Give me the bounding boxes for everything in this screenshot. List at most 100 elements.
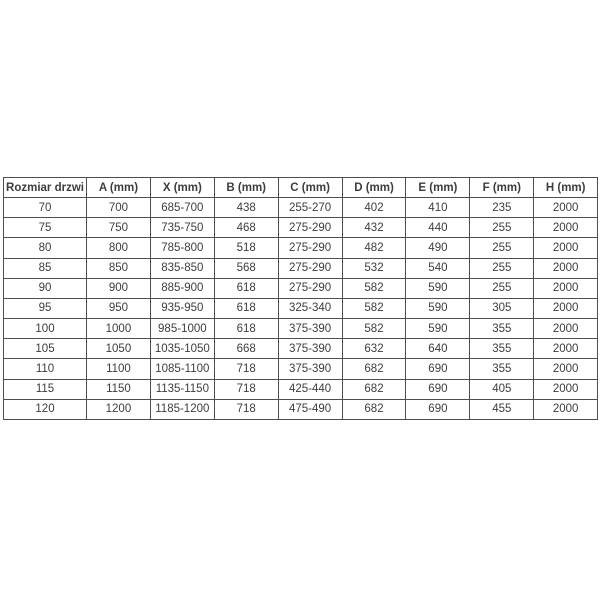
table-cell: 2000 [533, 196, 599, 219]
table-cell: 518 [213, 237, 279, 259]
table-cell: 440 [405, 217, 471, 239]
table-cell: 685-700 [149, 196, 215, 219]
table-row: 85 850 835-850 568 275-290 532 540 255 2000 [3, 257, 599, 279]
table-cell: 618 [213, 297, 279, 320]
table-cell: 700 [86, 196, 151, 219]
table-cell: 255 [469, 277, 535, 299]
table-cell: 590 [405, 297, 471, 320]
table-cell: 950 [86, 297, 151, 320]
table-cell: 95 [3, 297, 87, 320]
table-cell: 438 [213, 196, 279, 219]
table-cell: 2000 [533, 398, 599, 421]
table-cell: 1000 [86, 318, 151, 340]
column-header: B (mm) [213, 177, 279, 198]
table-cell: 900 [86, 277, 151, 299]
header-row: Rozmiar drzwi A (mm) X (mm) B (mm) C (mm) D (… [3, 177, 599, 198]
table-cell: 1100 [86, 358, 151, 380]
table-cell: 355 [469, 338, 535, 360]
table-row: 75 750 735-750 468 275-290 432 440 255 2000 [3, 217, 599, 239]
table-cell: 375-390 [277, 318, 343, 340]
table-cell: 640 [405, 338, 471, 360]
table-cell: 1085-1100 [149, 358, 215, 380]
table-cell: 468 [213, 217, 279, 239]
column-header: C (mm) [277, 177, 343, 198]
table-cell: 305 [469, 297, 535, 320]
table-cell: 568 [213, 257, 279, 279]
column-header: X (mm) [149, 177, 215, 198]
table-cell: 90 [3, 277, 87, 299]
table-cell: 475-490 [277, 398, 343, 421]
table-cell: 532 [341, 257, 407, 279]
table-cell: 402 [341, 196, 407, 219]
table-row: 120 1200 1185-1200 718 475-490 682 690 455 2000 [3, 398, 599, 421]
table-cell: 718 [213, 378, 279, 400]
table-cell: 618 [213, 277, 279, 299]
table-cell: 255 [469, 217, 535, 239]
column-header: Rozmiar drzwi [3, 177, 87, 198]
table-cell: 275-290 [277, 257, 343, 279]
table-cell: 482 [341, 237, 407, 259]
table-cell: 540 [405, 257, 471, 279]
column-header: E (mm) [405, 177, 471, 198]
table-cell: 735-750 [149, 217, 215, 239]
table-cell: 690 [405, 358, 471, 380]
table-cell: 325-340 [277, 297, 343, 320]
table-row: 80 800 785-800 518 275-290 482 490 255 2000 [3, 237, 599, 259]
table-cell: 800 [86, 237, 151, 259]
table-cell: 750 [86, 217, 151, 239]
column-header: A (mm) [86, 177, 151, 198]
table-cell: 70 [3, 196, 87, 219]
table-cell: 85 [3, 257, 87, 279]
table-cell: 1050 [86, 338, 151, 360]
table-row: 105 1050 1035-1050 668 375-390 632 640 355 2000 [3, 338, 599, 360]
table-head: Rozmiar drzwi A (mm) X (mm) B (mm) C (mm) D (… [3, 177, 599, 198]
table-cell: 690 [405, 378, 471, 400]
table-cell: 582 [341, 277, 407, 299]
table-cell: 718 [213, 358, 279, 380]
table-cell: 255 [469, 257, 535, 279]
table-cell: 1135-1150 [149, 378, 215, 400]
table-cell: 355 [469, 318, 535, 340]
table-cell: 1200 [86, 398, 151, 421]
table-cell: 425-440 [277, 378, 343, 400]
table-cell: 110 [3, 358, 87, 380]
table-cell: 375-390 [277, 358, 343, 380]
table-cell: 1035-1050 [149, 338, 215, 360]
table-row: 95 950 935-950 618 325-340 582 590 305 2000 [3, 297, 599, 320]
table-cell: 405 [469, 378, 535, 400]
table-cell: 632 [341, 338, 407, 360]
table-row: 100 1000 985-1000 618 375-390 582 590 355 2000 [3, 318, 599, 340]
table-cell: 785-800 [149, 237, 215, 259]
table-cell: 2000 [533, 338, 599, 360]
table-cell: 682 [341, 378, 407, 400]
table-cell: 275-290 [277, 217, 343, 239]
table-cell: 100 [3, 318, 87, 340]
table-cell: 375-390 [277, 338, 343, 360]
table-cell: 432 [341, 217, 407, 239]
table-cell: 985-1000 [149, 318, 215, 340]
table-cell: 935-950 [149, 297, 215, 320]
table-cell: 455 [469, 398, 535, 421]
table-row: 90 900 885-900 618 275-290 582 590 255 2000 [3, 277, 599, 299]
table-cell: 2000 [533, 297, 599, 320]
table-cell: 718 [213, 398, 279, 421]
table-cell: 2000 [533, 277, 599, 299]
table-cell: 2000 [533, 358, 599, 380]
column-header: F (mm) [469, 177, 535, 198]
table-cell: 80 [3, 237, 87, 259]
table-cell: 1150 [86, 378, 151, 400]
table-cell: 235 [469, 196, 535, 219]
table-cell: 2000 [533, 237, 599, 259]
table-cell: 105 [3, 338, 87, 360]
table-cell: 690 [405, 398, 471, 421]
table-row: 110 1100 1085-1100 718 375-390 682 690 355 2000 [3, 358, 599, 380]
table-cell: 275-290 [277, 277, 343, 299]
door-dimensions-table: Rozmiar drzwi A (mm) X (mm) B (mm) C (mm) D (… [3, 177, 599, 421]
table-cell: 275-290 [277, 237, 343, 259]
table-cell: 490 [405, 237, 471, 259]
table-cell: 1185-1200 [149, 398, 215, 421]
table-cell: 2000 [533, 378, 599, 400]
table-cell: 255 [469, 237, 535, 259]
column-header: D (mm) [341, 177, 407, 198]
table-cell: 75 [3, 217, 87, 239]
